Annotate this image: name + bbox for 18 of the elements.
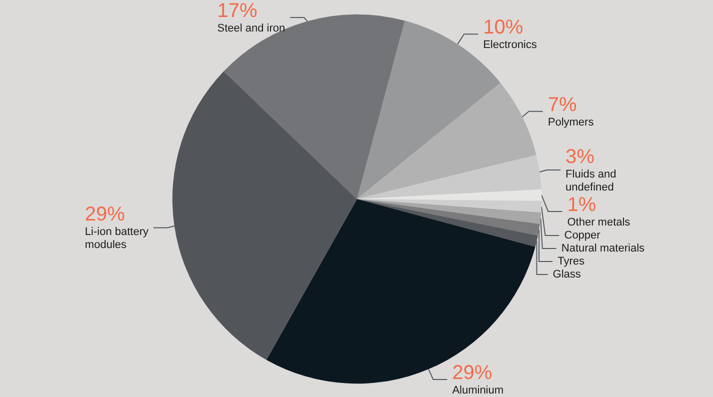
slice-label: Copper — [564, 229, 601, 242]
data-label: 3% — [566, 146, 595, 168]
data-label: 29% — [452, 362, 492, 384]
slice-label: Steel and iron — [217, 22, 286, 34]
slice-label: Natural materials — [561, 242, 646, 254]
slice-label: Electronics — [483, 39, 538, 52]
data-label: 10% — [483, 16, 524, 39]
slice-label: Fluids and undefined — [566, 168, 616, 194]
slice-label: Glass — [552, 268, 582, 280]
data-label: 17% — [217, 0, 258, 22]
slice-label: Li-ion battery modules — [84, 226, 150, 252]
data-label: 29% — [84, 204, 126, 226]
slice-label: Aluminium — [452, 384, 504, 396]
slice-label: Other metals — [567, 216, 631, 228]
slice-label: Polymers — [548, 116, 594, 128]
data-label: 7% — [548, 94, 577, 116]
data-label: 1% — [567, 194, 596, 216]
slice-label: Tyres — [558, 255, 585, 268]
